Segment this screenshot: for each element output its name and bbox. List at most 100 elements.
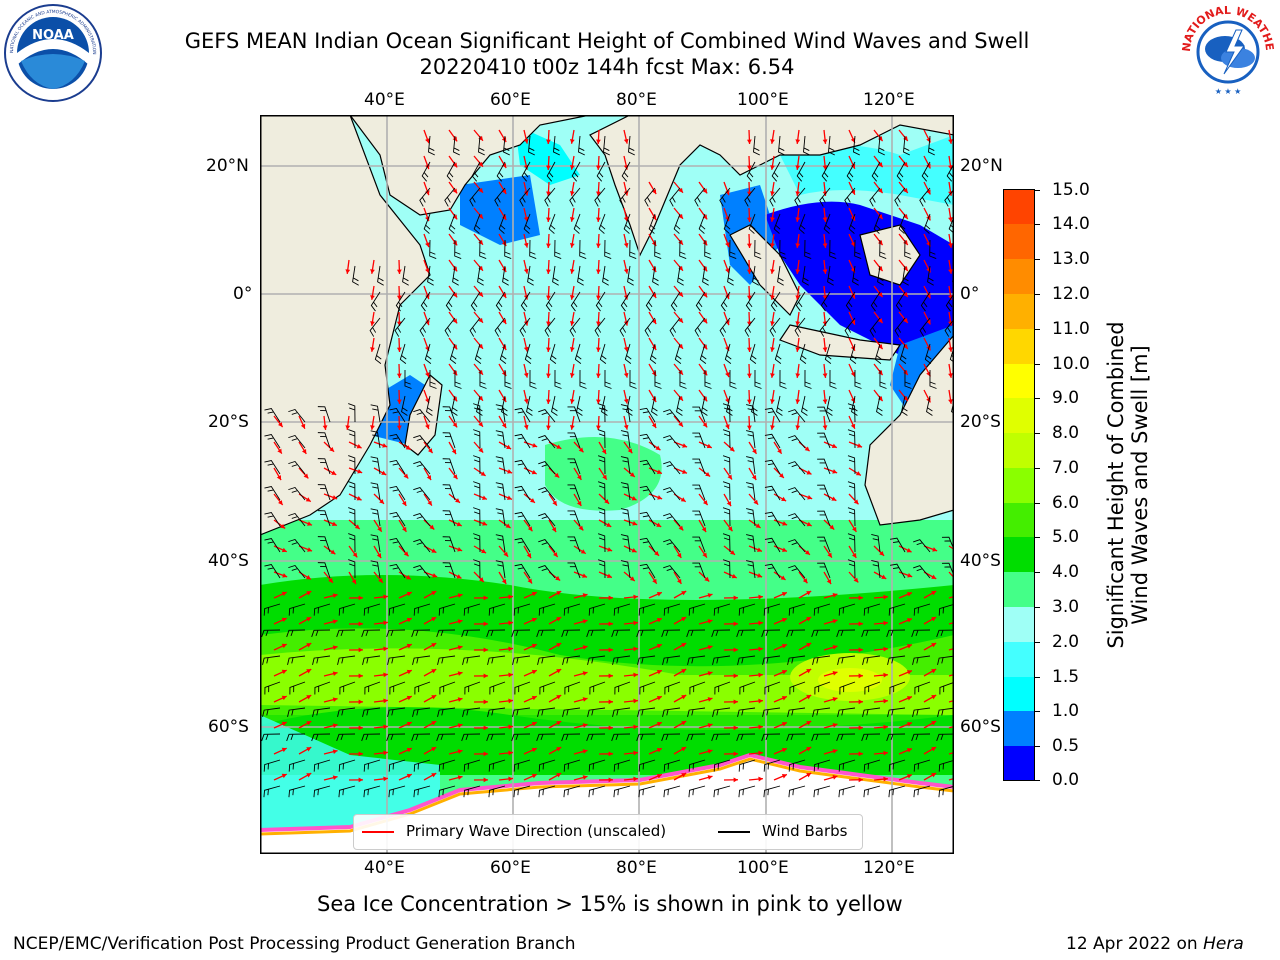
wave-arrowhead [281,643,287,649]
wind-barb [870,291,881,312]
wave-arrowhead [569,321,575,326]
wave-arrowhead [582,573,587,578]
wind-barb [453,135,460,156]
wind-barb [370,404,381,423]
wind-barb [598,213,606,234]
wave-arrowhead [822,269,828,274]
wave-arrowhead [780,575,786,580]
wave-arrowhead [795,269,801,274]
wind-barb [579,239,587,260]
colorbar-tick-mark [1034,398,1040,399]
wave-arrowhead [531,591,537,597]
wave-arrowhead [506,444,512,450]
wave-arrowhead [306,773,312,778]
wave-arrowhead [396,425,402,430]
wave-arrowhead [452,188,458,194]
wind-barb [377,265,384,286]
wind-barb [473,559,481,579]
wave-arrowhead [546,399,551,404]
wind-barb [495,560,506,579]
wind-barb [654,369,662,389]
wind-barb [629,369,637,389]
wave-arrowhead [881,574,887,579]
wind-barb [824,343,832,364]
wind-barb [567,484,581,501]
wind-barbs [261,135,954,798]
wave-arrowhead [501,319,507,325]
wave-arrowhead [832,723,838,728]
wind-barb [620,291,631,312]
wave-arrowhead [569,373,575,378]
wave-arrowhead [508,620,513,626]
wind-barb [561,629,581,638]
wind-barb [569,317,581,337]
wind-barb [817,510,831,527]
wave-arrowhead [281,617,287,623]
wave-arrowhead [345,425,351,430]
wind-barb [488,603,506,616]
wave-arrowhead [633,620,638,626]
wave-arrowhead [425,242,430,248]
map-legend: Primary Wave Direction (unscaled) Wind B… [353,814,863,850]
wave-arrowhead [822,217,828,222]
wave-arrowhead [802,578,808,584]
wave-arrowhead [725,242,730,248]
wave-arrowhead [431,721,437,726]
wave-arrowhead [850,423,856,429]
wave-arrowhead [850,319,856,325]
wind-barb [746,508,756,527]
wave-arrowhead [903,213,908,219]
lon-tick-bottom-100e: 100°E [737,858,789,878]
wave-arrowhead [432,573,438,578]
wind-barb [913,759,931,772]
wind-barb [801,395,808,416]
wave-arrowhead [276,475,282,481]
wave-arrowhead [702,214,708,220]
wind-barb [514,485,531,501]
wind-barb [749,343,757,364]
wave-arrowhead [627,448,633,454]
wind-barb [487,655,506,666]
wave-arrowhead [358,725,363,731]
wave-arrowhead [322,425,328,430]
wind-barb [929,239,937,260]
wave-arrowhead [948,295,953,300]
wind-barb [724,343,732,364]
wave-arrowhead [678,525,684,531]
wave-arrowhead [280,523,286,529]
wave-arrowhead [546,295,551,300]
wind-barb [513,785,531,798]
wave-arrowhead [903,161,908,167]
wave-arrowhead [858,751,863,757]
wave-arrowhead [328,577,333,583]
wave-arrowhead [731,573,737,579]
wave-arrowhead [332,593,338,598]
wind-barb [412,707,431,718]
wind-barb [312,707,331,718]
wind-barb [944,318,954,337]
wind-barb [471,161,481,182]
wind-barb [287,707,306,718]
lat-tick-right-20s: 20°S [960,412,1001,432]
wind-barb [663,435,681,449]
wind-barb [748,213,756,234]
wind-barb [411,733,431,742]
wave-arrowhead [903,395,908,401]
wave-arrowhead [425,424,430,430]
wind-barb [514,563,531,579]
wave-arrowhead [383,750,388,756]
wave-arrowhead [406,617,412,623]
wave-arrowhead [457,593,463,598]
colorbar-tick-label: 4.0 [1052,562,1080,582]
wave-arrowhead [770,243,775,248]
wind-barb [912,655,931,666]
wave-arrowhead [746,139,752,144]
wave-arrowhead [707,749,713,754]
wave-arrowhead [523,242,529,248]
wind-barb [563,759,581,772]
wave-arrowhead [503,551,509,557]
wave-arrowhead [805,550,810,555]
wave-arrowhead [782,521,788,526]
wave-arrowhead [931,591,937,596]
wind-barb [571,161,581,182]
